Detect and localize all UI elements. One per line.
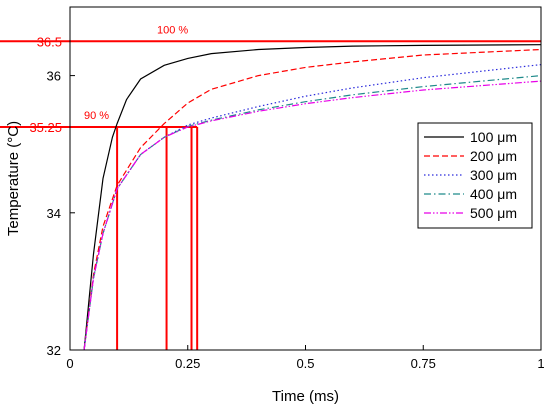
- y-tick-label: 32: [47, 343, 61, 358]
- x-axis-label: Time (ms): [272, 388, 339, 405]
- x-tick-label: 0.75: [411, 356, 436, 371]
- x-tick-label: 1: [537, 356, 544, 371]
- y-axis-label: Temperature (°C): [5, 121, 22, 236]
- legend-label-1: 100 μm: [470, 129, 517, 145]
- reference-hline-label-1: 35.25: [29, 120, 62, 135]
- reference-annotation-0: 100 %: [157, 24, 188, 36]
- x-tick-label: 0.25: [175, 356, 200, 371]
- reference-labels: 36.5 100 % 35.25 90 %: [29, 24, 188, 135]
- reference-annotation-1: 90 %: [84, 110, 109, 122]
- reference-lines: [0, 40, 541, 350]
- series-line-5: [83, 80, 542, 351]
- x-tick-label: 0.5: [296, 356, 314, 371]
- legend-label-4: 400 μm: [470, 186, 517, 202]
- y-axis-ticks: 32 34 36: [47, 69, 75, 358]
- series-lines: [83, 44, 542, 351]
- series-line-1: [83, 44, 542, 351]
- x-axis-ticks: 0 0.25 0.5 0.75 1: [66, 345, 545, 371]
- x-tick-label: 0: [66, 356, 73, 371]
- legend-label-2: 200 μm: [470, 148, 517, 164]
- y-tick-label: 36: [47, 69, 61, 84]
- reference-hline-label-0: 36.5: [37, 34, 62, 49]
- legend-label-3: 300 μm: [470, 167, 517, 183]
- legend: 100 μm 200 μm 300 μm 400 μm 500 μm: [417, 122, 533, 229]
- y-tick-label: 34: [47, 206, 61, 221]
- legend-label-5: 500 μm: [470, 205, 517, 221]
